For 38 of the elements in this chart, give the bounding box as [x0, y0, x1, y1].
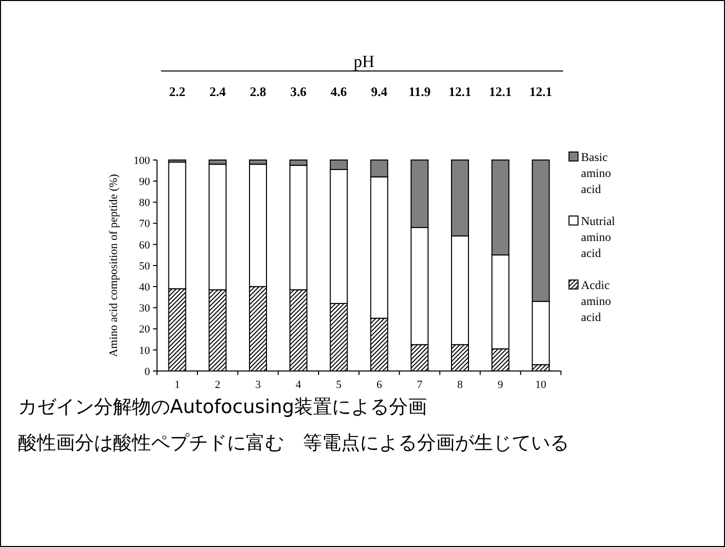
y-tick-label: 20	[139, 324, 150, 336]
text: 4.6	[330, 84, 348, 99]
text: カゼイン分解物のAutofocusing装置による分画	[18, 396, 428, 418]
y-tick-label: 10	[139, 344, 150, 357]
y-tick-label: 90	[139, 176, 150, 188]
y-axis-title: Amino acid composition of peptide (%)	[108, 174, 120, 358]
y-tick-label: 60	[139, 239, 150, 252]
y-tick-label: 0	[144, 366, 150, 378]
text: 2.8	[250, 84, 267, 99]
text: 11.9	[408, 84, 432, 99]
y-tick-label: 70	[139, 218, 150, 230]
x-tick-label: 4	[296, 379, 302, 391]
text: 酸性画分は酸性ペプチドに富む 等電点による分画が生じている	[18, 432, 570, 454]
text: 3.6	[290, 84, 308, 99]
text: 12.1	[529, 84, 552, 99]
legend-label: Acdic amino acid	[581, 278, 611, 324]
y-tick-label: 30	[139, 302, 150, 315]
x-tick-label: 1	[174, 379, 180, 391]
x-tick-label: 9	[498, 379, 504, 391]
x-tick-label: 7	[416, 379, 423, 391]
y-tick-label: 80	[139, 197, 150, 210]
legend-label: Nutrial amino acid	[581, 214, 616, 260]
text: 12.1	[448, 84, 472, 99]
y-tick-label: 40	[139, 281, 150, 294]
x-tick-label: 10	[535, 379, 547, 391]
text: 2.4	[209, 84, 226, 99]
text: 9.4	[371, 84, 388, 99]
x-tick-label: 8	[457, 379, 464, 391]
y-tick-label: 50	[139, 260, 150, 272]
text: 12.1	[489, 84, 512, 99]
x2-axis-title: pH	[354, 52, 374, 71]
legend-label: Basic amino acid	[581, 150, 611, 196]
x-tick-label: 5	[336, 379, 342, 391]
y-tick-label: 100	[134, 154, 150, 167]
x-tick-label: 3	[255, 379, 262, 391]
text: 2.2	[169, 84, 186, 99]
x-tick-label: 6	[376, 379, 382, 391]
x-tick-label: 2	[214, 379, 220, 391]
